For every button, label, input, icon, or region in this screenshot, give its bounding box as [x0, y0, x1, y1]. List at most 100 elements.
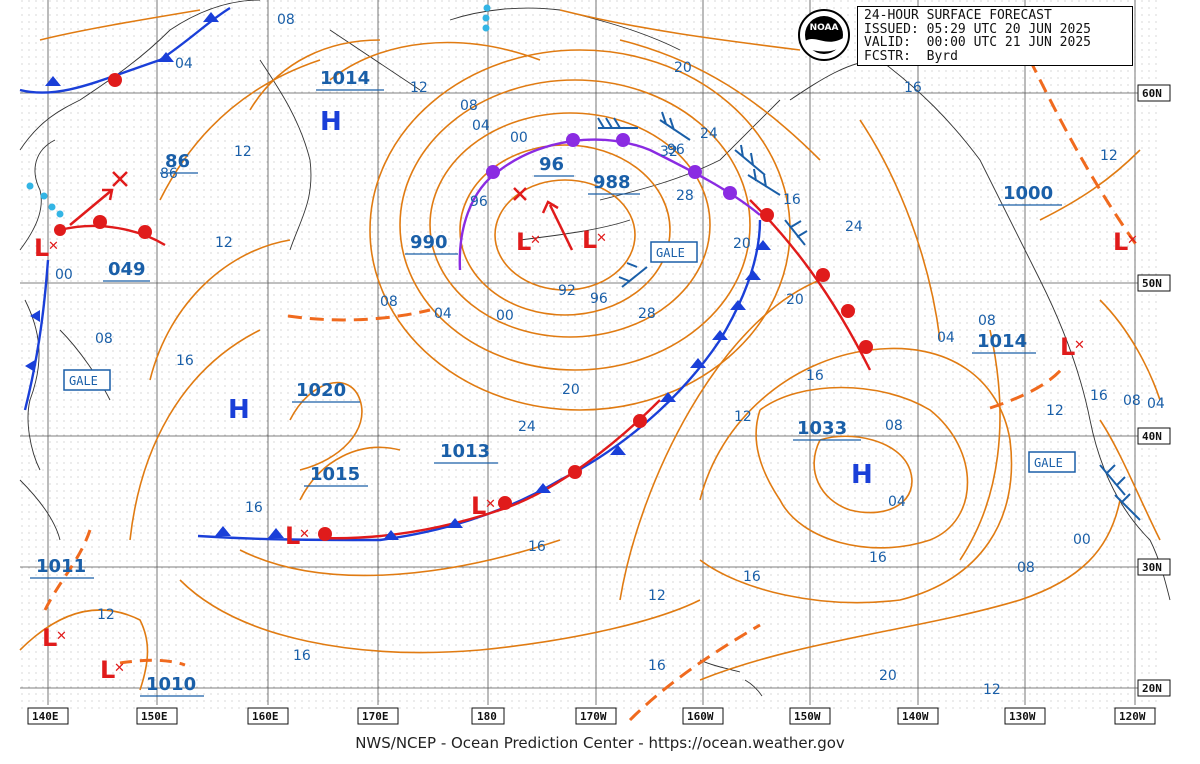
isobar-label: 04: [175, 56, 193, 72]
isobar-label: 16: [869, 550, 887, 566]
low-center-value: 1000: [1003, 183, 1053, 204]
svg-text:✕: ✕: [1074, 338, 1085, 353]
high-center-value: 1033: [797, 418, 847, 439]
lon-label: 140E: [27, 707, 69, 725]
longitude-labels: 140E 150E 160E 170E 180 170W 160W 150W 1…: [27, 707, 1156, 725]
isobar-label: 08: [460, 98, 478, 114]
low-symbols: L✕ L✕ L✕ L✕ L✕ L✕ L✕ L✕ L✕: [34, 226, 1138, 684]
isobar-label: 16: [783, 192, 801, 208]
warm-front-segment: [319, 399, 661, 540]
ice-dots: [26, 4, 491, 218]
lon-label: 170W: [575, 707, 617, 725]
isobar-label: 12: [410, 80, 428, 96]
low-center-value: 1014: [977, 331, 1027, 352]
isobar-label: 04: [937, 330, 955, 346]
low-symbol: L✕: [1113, 228, 1138, 256]
storm-tracks: [69, 171, 574, 251]
svg-text:150E: 150E: [141, 710, 168, 723]
gale-warning-box: GALE: [1028, 451, 1076, 473]
isobar-label: 08: [1017, 560, 1035, 576]
isobar-label: 04: [1147, 396, 1165, 412]
svg-text:160E: 160E: [252, 710, 279, 723]
forecast-title: 24-HOUR SURFACE FORECAST: [864, 8, 1052, 23]
svg-text:170W: 170W: [580, 710, 607, 723]
warm-front-west: [59, 224, 166, 247]
noaa-logo: NOAA: [798, 9, 850, 61]
isobar-label: 16: [528, 539, 546, 555]
svg-text:✕: ✕: [596, 231, 607, 246]
svg-text:140W: 140W: [902, 710, 929, 723]
isobar-label: 04: [434, 306, 452, 322]
low-symbol: L✕: [34, 234, 59, 262]
isobar-label: 20: [733, 236, 751, 252]
isobar-label: 16: [176, 353, 194, 369]
svg-text:✕: ✕: [48, 239, 59, 254]
isobar-label: 08: [95, 331, 113, 347]
isobar-label: 00: [510, 130, 528, 146]
isobar-label: 92: [558, 283, 576, 299]
lat-label: 40N: [1137, 427, 1171, 445]
svg-text:L: L: [34, 234, 49, 262]
low-center-value: 049: [108, 259, 146, 280]
svg-text:150W: 150W: [794, 710, 821, 723]
isobar-label: 16: [648, 658, 666, 674]
low-center-value: 1015: [310, 464, 360, 485]
isobar-label: 20: [879, 668, 897, 684]
isobar-label: 12: [97, 607, 115, 623]
isobar-label: 16: [293, 648, 311, 664]
svg-text:180: 180: [477, 710, 497, 723]
isobar-label: 24: [845, 219, 863, 235]
svg-text:✕: ✕: [530, 233, 541, 248]
isobar-label: 08: [380, 294, 398, 310]
lon-label: 140W: [897, 707, 939, 725]
latitude-labels: 60N 50N 40N 30N 20N: [1137, 84, 1171, 697]
svg-text:L: L: [1060, 333, 1075, 361]
isobar-label: 08: [1123, 393, 1141, 409]
isobar-label: 12: [648, 588, 666, 604]
forecast-info-box: 24-HOUR SURFACE FORECAST ISSUED: 05:29 U…: [857, 6, 1133, 66]
low-center-value: 86: [165, 151, 190, 172]
svg-text:GALE: GALE: [1034, 456, 1063, 470]
isobar-label: 12: [215, 235, 233, 251]
isobar-label: 12: [1100, 148, 1118, 164]
low-symbol: L✕: [471, 492, 496, 520]
isobar-labels: 08 04 12 12 08 04 00 96 92 96 00 04 08 1…: [175, 12, 1108, 698]
isobar-label: 20: [786, 292, 804, 308]
svg-text:L: L: [100, 656, 115, 684]
lat-label: 60N: [1137, 84, 1171, 102]
low-symbol: L✕: [516, 228, 541, 256]
svg-text:L: L: [582, 226, 597, 254]
isobar-label: 08: [277, 12, 295, 28]
svg-text:50N: 50N: [1142, 277, 1162, 290]
pressure-centers: H 1014 H 1020 H 1033 988 96 990 1000 101…: [30, 68, 1062, 697]
forecaster: FCSTR: Byrd: [864, 48, 958, 64]
footer-credit: NWS/NCEP - Ocean Prediction Center - htt…: [355, 734, 845, 752]
lat-label: 30N: [1137, 558, 1171, 576]
isobar-label: 96: [667, 142, 685, 158]
lon-label: 160W: [682, 707, 724, 725]
svg-text:✕: ✕: [485, 497, 496, 512]
isobar-label: 04: [472, 118, 490, 134]
isobar-label: 12: [234, 144, 252, 160]
high-center-value: 1020: [296, 380, 346, 401]
isobar-label: 24: [700, 126, 718, 142]
high-center-value: 1014: [320, 68, 370, 89]
isobar-label: 00: [1073, 532, 1091, 548]
low-symbol: L✕: [1060, 333, 1085, 361]
gale-warning-box: GALE: [650, 241, 698, 263]
lon-label: 180: [471, 707, 505, 725]
troughs: [43, 59, 1142, 722]
lon-label: 160E: [247, 707, 289, 725]
cold-front-west: [23, 259, 50, 411]
isobar-label: 12: [734, 409, 752, 425]
lon-label: 150E: [136, 707, 178, 725]
low-symbol: L✕: [582, 226, 607, 254]
lon-label: 120W: [1114, 707, 1156, 725]
svg-text:160W: 160W: [687, 710, 714, 723]
isobar-label: 08: [885, 418, 903, 434]
isobar-label: 96: [470, 194, 488, 210]
low-center-value: 1011: [36, 556, 86, 577]
svg-text:20N: 20N: [1142, 682, 1162, 695]
low-center-value: 96: [539, 154, 564, 175]
svg-text:L: L: [42, 624, 57, 652]
